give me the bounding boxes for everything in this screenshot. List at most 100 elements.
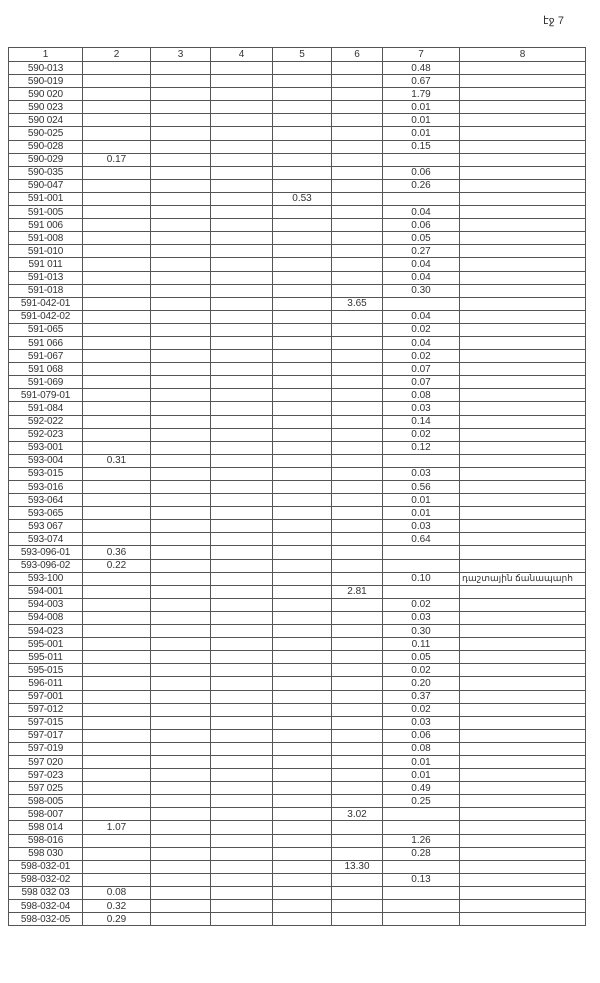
table-cell [210, 741, 273, 756]
table-cell [272, 872, 332, 887]
table-row: 598-032-01 13.30 [8, 859, 586, 874]
table-cell [82, 270, 151, 285]
parcel-code-cell: 590 020 [8, 87, 83, 102]
table-cell [272, 218, 332, 233]
parcel-code-cell: 591-001 [8, 191, 83, 207]
table-cell: 0.02 [382, 597, 460, 612]
table-cell: 0.20 [382, 676, 460, 691]
table-cell [459, 584, 586, 599]
table-row: 597-001 0.37 [8, 689, 586, 704]
table-row: 597 020 0.01 [8, 754, 586, 770]
table-cell [459, 637, 586, 652]
table-cell [82, 244, 151, 259]
table-cell: 0.01 [382, 768, 460, 783]
table-cell [382, 820, 460, 835]
table-row: 591-079-01 0.08 [8, 388, 586, 403]
table-cell [272, 440, 332, 455]
table-cell [82, 781, 151, 796]
table-cell: 0.12 [382, 440, 460, 455]
parcel-code-cell: 592-023 [8, 427, 83, 442]
table-cell [331, 362, 383, 377]
table-row: 598 014 1.07 [8, 820, 586, 835]
table-cell [272, 113, 332, 128]
table-cell [459, 87, 586, 102]
table-row: 592-023 0.02 [8, 427, 586, 442]
table-cell [331, 794, 383, 809]
table-cell [272, 165, 332, 180]
table-cell [210, 283, 273, 298]
table-cell [150, 87, 211, 102]
table-cell [272, 87, 332, 102]
parcel-code-cell: 598-032-04 [8, 898, 83, 914]
parcel-code-cell: 593-065 [8, 506, 83, 521]
table-cell [331, 453, 383, 468]
table-row: 598-005 0.25 [8, 794, 586, 809]
table-cell [210, 872, 273, 887]
table-cell [150, 427, 211, 442]
parcel-code-cell: 593-015 [8, 466, 83, 482]
table-row: 590 024 0.01 [8, 113, 586, 128]
table-cell [150, 610, 211, 626]
table-cell [150, 859, 211, 874]
table-row: 594-008 0.03 [8, 610, 586, 626]
parcel-code-cell: 598 014 [8, 820, 83, 835]
table-cell [382, 885, 460, 901]
table-cell: 0.03 [382, 466, 460, 482]
table-cell [272, 663, 332, 678]
table-cell [82, 191, 151, 207]
table-row: 597-019 0.08 [8, 741, 586, 756]
table-cell [82, 754, 151, 770]
table-cell: 0.17 [82, 152, 151, 167]
table-cell [210, 375, 273, 390]
column-header: 3 [150, 47, 211, 62]
table-cell [150, 178, 211, 193]
table-cell: 1.07 [82, 820, 151, 835]
table-cell [150, 663, 211, 678]
parcel-code-cell: 597-012 [8, 702, 83, 717]
table-cell [210, 87, 273, 102]
table-cell [210, 466, 273, 482]
parcel-code-cell: 591 068 [8, 362, 83, 377]
table-cell [382, 584, 460, 599]
table-cell [150, 754, 211, 770]
table-row: 595-001 0.11 [8, 637, 586, 652]
table-cell [459, 126, 586, 141]
table-cell [331, 624, 383, 639]
table-cell [82, 506, 151, 521]
parcel-code-cell: 594-008 [8, 610, 83, 626]
table-row: 591 006 0.06 [8, 218, 586, 233]
table-cell [331, 257, 383, 272]
table-cell [331, 637, 383, 652]
table-cell [331, 885, 383, 901]
table-cell [150, 807, 211, 822]
column-header: 8 [459, 47, 586, 62]
table-cell [331, 676, 383, 691]
table-cell: 0.05 [382, 650, 460, 665]
table-cell [459, 898, 586, 914]
parcel-code-cell: 593-016 [8, 479, 83, 495]
table-cell: 0.07 [382, 375, 460, 390]
table-cell [331, 493, 383, 508]
table-cell [150, 218, 211, 233]
table-cell [150, 898, 211, 914]
parcel-code-cell: 591-018 [8, 283, 83, 298]
table-cell [210, 74, 273, 89]
table-cell: 0.01 [382, 113, 460, 128]
page-number: էջ 7 [543, 15, 564, 27]
table-row: 598 030 0.28 [8, 846, 586, 861]
table-cell [210, 296, 273, 311]
table-cell [82, 309, 151, 324]
table-cell [272, 244, 332, 259]
table-cell [459, 820, 586, 835]
table-cell [459, 191, 586, 207]
parcel-code-cell: 598-016 [8, 833, 83, 848]
table-cell [331, 610, 383, 626]
table-cell [272, 728, 332, 743]
table-cell [82, 257, 151, 272]
table-cell [210, 912, 273, 927]
table-cell: 0.08 [382, 741, 460, 756]
table-cell: 0.05 [382, 231, 460, 246]
column-header: 4 [210, 47, 273, 62]
table-cell [82, 493, 151, 508]
table-cell [150, 768, 211, 783]
